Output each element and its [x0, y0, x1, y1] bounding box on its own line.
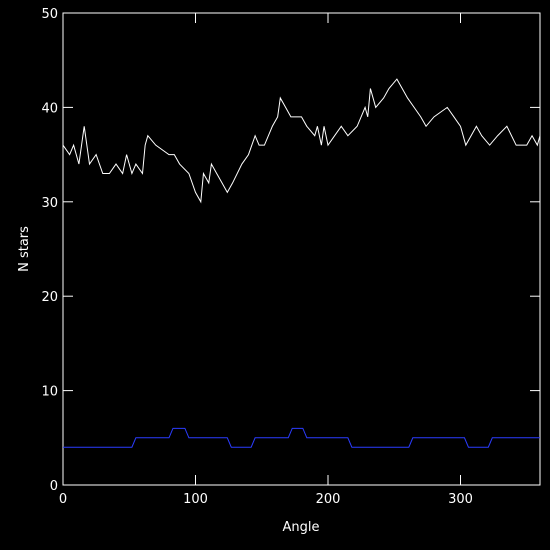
y-tick-label: 30 — [41, 196, 58, 211]
y-tick-label: 0 — [50, 479, 58, 494]
y-tick-label: 40 — [41, 101, 58, 116]
plot-frame — [62, 12, 541, 486]
data-line — [62, 78, 541, 204]
x-tick-label: 100 — [183, 492, 208, 507]
x-tick-label: 200 — [316, 492, 341, 507]
y-tick-label: 10 — [41, 385, 58, 400]
x-tick-label: 300 — [448, 492, 473, 507]
y-tick-label: 50 — [41, 7, 58, 22]
data-line — [63, 427, 540, 448]
y-axis-label: N stars — [17, 226, 32, 272]
x-tick-label: 0 — [59, 492, 67, 507]
x-axis-label: Angle — [283, 520, 320, 535]
y-tick-label: 20 — [41, 290, 58, 305]
